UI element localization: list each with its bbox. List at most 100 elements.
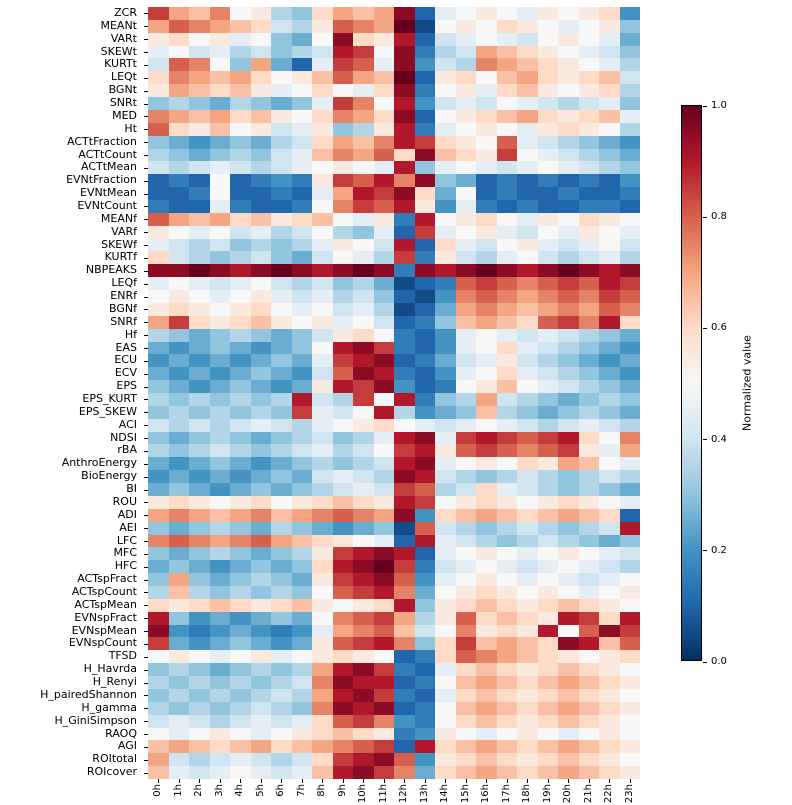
heatmap-cell (168, 71, 189, 85)
y-tick-label: SKEWf (101, 238, 137, 251)
heatmap-cell (435, 676, 456, 689)
heatmap-cell (517, 302, 538, 316)
heatmap-cell (148, 212, 169, 226)
heatmap-cell (394, 495, 415, 509)
heatmap-cell (558, 290, 579, 303)
heatmap-cell (332, 637, 353, 651)
heatmap-cell (168, 714, 189, 728)
heatmap-cell (312, 598, 333, 612)
heatmap-cell (599, 508, 620, 522)
heatmap-cell (537, 212, 558, 226)
heatmap-cell (230, 714, 251, 728)
heatmap-cell (271, 174, 292, 188)
heatmap-cell (373, 714, 394, 728)
heatmap-cell (332, 97, 353, 110)
heatmap-cell (455, 354, 476, 368)
heatmap-cell (271, 264, 292, 278)
heatmap-cell (332, 264, 353, 278)
heatmap-cell (537, 740, 558, 754)
heatmap-cell (496, 45, 517, 59)
heatmap-cell (414, 71, 435, 85)
heatmap-cell (168, 84, 189, 98)
heatmap-cell (312, 753, 333, 767)
y-tick-mark (144, 425, 148, 427)
heatmap-cell (332, 212, 353, 226)
heatmap-cell (209, 225, 230, 239)
heatmap-cell (578, 367, 599, 381)
heatmap-cell (599, 766, 620, 779)
heatmap-cell (312, 45, 333, 59)
heatmap-cell (578, 418, 599, 432)
heatmap-cell (168, 753, 189, 767)
heatmap-cell (496, 637, 517, 651)
heatmap-cell (312, 264, 333, 278)
heatmap-cell (168, 290, 189, 303)
heatmap-cell (476, 470, 497, 484)
heatmap-cell (332, 122, 353, 136)
heatmap-cell (517, 341, 538, 355)
y-tick-label: EPS_KURT (82, 393, 137, 405)
heatmap-cell (517, 470, 538, 484)
heatmap-cell (209, 393, 230, 406)
heatmap-cell (189, 727, 210, 741)
heatmap-cell (189, 109, 210, 123)
heatmap-cell (332, 161, 353, 175)
heatmap-cell (619, 508, 640, 522)
heatmap-cell (353, 521, 374, 535)
heatmap-cell (394, 148, 415, 162)
heatmap-cell (353, 431, 374, 445)
y-tick-mark (144, 193, 148, 195)
heatmap-cell (394, 380, 415, 393)
heatmap-cell (455, 688, 476, 702)
heatmap-cell (271, 470, 292, 484)
heatmap-cell (558, 688, 579, 702)
heatmap-cell (291, 714, 312, 728)
heatmap-cell (537, 122, 558, 136)
heatmap-cell (168, 161, 189, 175)
heatmap-cell (250, 97, 271, 110)
heatmap-cell (517, 611, 538, 625)
heatmap-cell (312, 354, 333, 368)
heatmap-cell (455, 367, 476, 381)
heatmap-cell (435, 560, 456, 574)
heatmap-cell (537, 727, 558, 741)
heatmap-cell (148, 688, 169, 702)
colorbar-tick-mark (703, 327, 707, 329)
heatmap-cell (353, 71, 374, 85)
heatmap-cell (476, 302, 497, 316)
heatmap-cell (558, 650, 579, 664)
heatmap-cell (414, 598, 435, 612)
heatmap-cell (250, 688, 271, 702)
heatmap-cell (189, 573, 210, 586)
heatmap-cell (148, 19, 169, 33)
heatmap-cell (373, 624, 394, 638)
heatmap-cell (476, 200, 497, 213)
heatmap-cell (578, 521, 599, 535)
heatmap-cell (435, 431, 456, 445)
heatmap-cell (455, 122, 476, 136)
heatmap-cell (435, 598, 456, 612)
heatmap-cell (209, 483, 230, 496)
heatmap-cell (619, 547, 640, 561)
heatmap-cell (578, 97, 599, 110)
heatmap-cell (496, 97, 517, 110)
y-tick-label: H_GiniSimpson (54, 714, 137, 727)
heatmap-cell (291, 277, 312, 291)
heatmap-cell (558, 418, 579, 432)
heatmap-cell (517, 45, 538, 59)
heatmap-cell (291, 174, 312, 188)
heatmap-cell (168, 547, 189, 561)
heatmap-cell (496, 264, 517, 278)
heatmap-cell (476, 508, 497, 522)
heatmap-cell (599, 302, 620, 316)
heatmap-cell (599, 277, 620, 291)
heatmap-cell (455, 470, 476, 484)
heatmap-cell (619, 277, 640, 291)
heatmap-cell (148, 586, 169, 599)
heatmap-cell (578, 714, 599, 728)
heatmap-cell (537, 663, 558, 677)
heatmap-cell (599, 418, 620, 432)
heatmap-cell (271, 380, 292, 393)
heatmap-cell (168, 225, 189, 239)
y-tick-mark (144, 540, 148, 542)
